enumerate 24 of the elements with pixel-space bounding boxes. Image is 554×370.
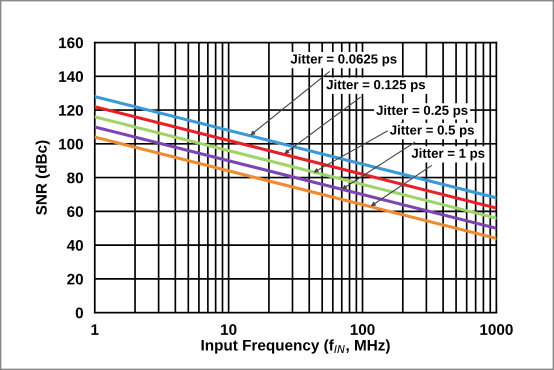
y-tick-label: 0 (76, 308, 83, 318)
line-series (94, 105, 496, 210)
annotation: Jitter = 1 ps (412, 148, 484, 161)
x-tick-label: 10 (221, 324, 236, 335)
line-series (94, 95, 496, 200)
annotation: Jitter = 0.125 ps (326, 80, 426, 92)
y-tick-label: 80 (67, 172, 83, 184)
y-tick-label: 20 (67, 274, 83, 285)
y-tick-label: 100 (59, 138, 83, 150)
y-tick-label: 160 (59, 37, 83, 48)
x-tick-label: 1 (91, 324, 99, 335)
y-tick-label: 120 (59, 104, 83, 116)
line-series (94, 136, 496, 240)
y-axis-title: SNR (dBc) (36, 140, 50, 215)
line-series (94, 125, 496, 230)
annotation: Jitter = 0.25 ps (376, 105, 468, 118)
y-tick-label: 140 (59, 71, 83, 82)
x-tick-label: 1000 (480, 324, 513, 335)
y-tick-label: 60 (67, 206, 83, 218)
x-tick-label: 100 (350, 324, 375, 335)
annotation: Jitter = 0.5 ps (390, 124, 474, 138)
annotation: Jitter = 0.0625 ps (290, 54, 397, 66)
y-tick-label: 40 (66, 240, 83, 251)
x-axis-title: Input Frequency (f$_{IN}$, MHz) (202, 339, 390, 354)
